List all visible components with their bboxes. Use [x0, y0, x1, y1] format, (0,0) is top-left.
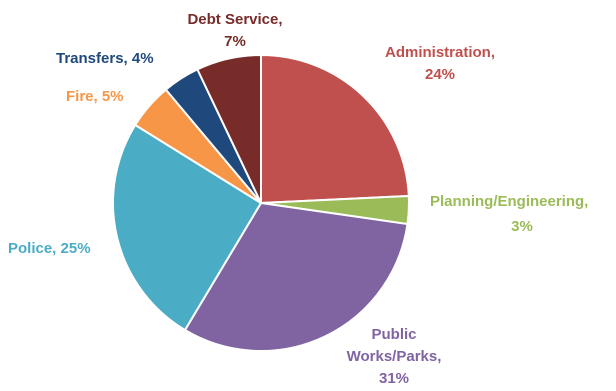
pie-slice-debt-service [196, 54, 262, 204]
pie-label-planning-engineering-value: 3% [511, 218, 533, 235]
pie-label-police: Police, 25% [8, 240, 91, 257]
pie-label-public-works-parks: Public Works/Parks, 31% [347, 326, 442, 387]
pie-label-administration: Administration, 24% [385, 44, 495, 83]
pie-label-debt-service: Debt Service, 7% [187, 11, 282, 50]
pie-slice-administration [260, 54, 410, 204]
pie-slice-public-works-parks [183, 202, 409, 352]
pie-label-planning-engineering: Planning/Engineering, [430, 193, 588, 210]
pie-label-fire: Fire, 5% [66, 88, 124, 105]
pie-label-transfers: Transfers, 4% [56, 50, 154, 67]
pie-slice-police [112, 123, 262, 331]
pie-slices [112, 54, 410, 352]
pie-labels: Administration, 24% 3% Planning/Engineering… [8, 11, 588, 387]
